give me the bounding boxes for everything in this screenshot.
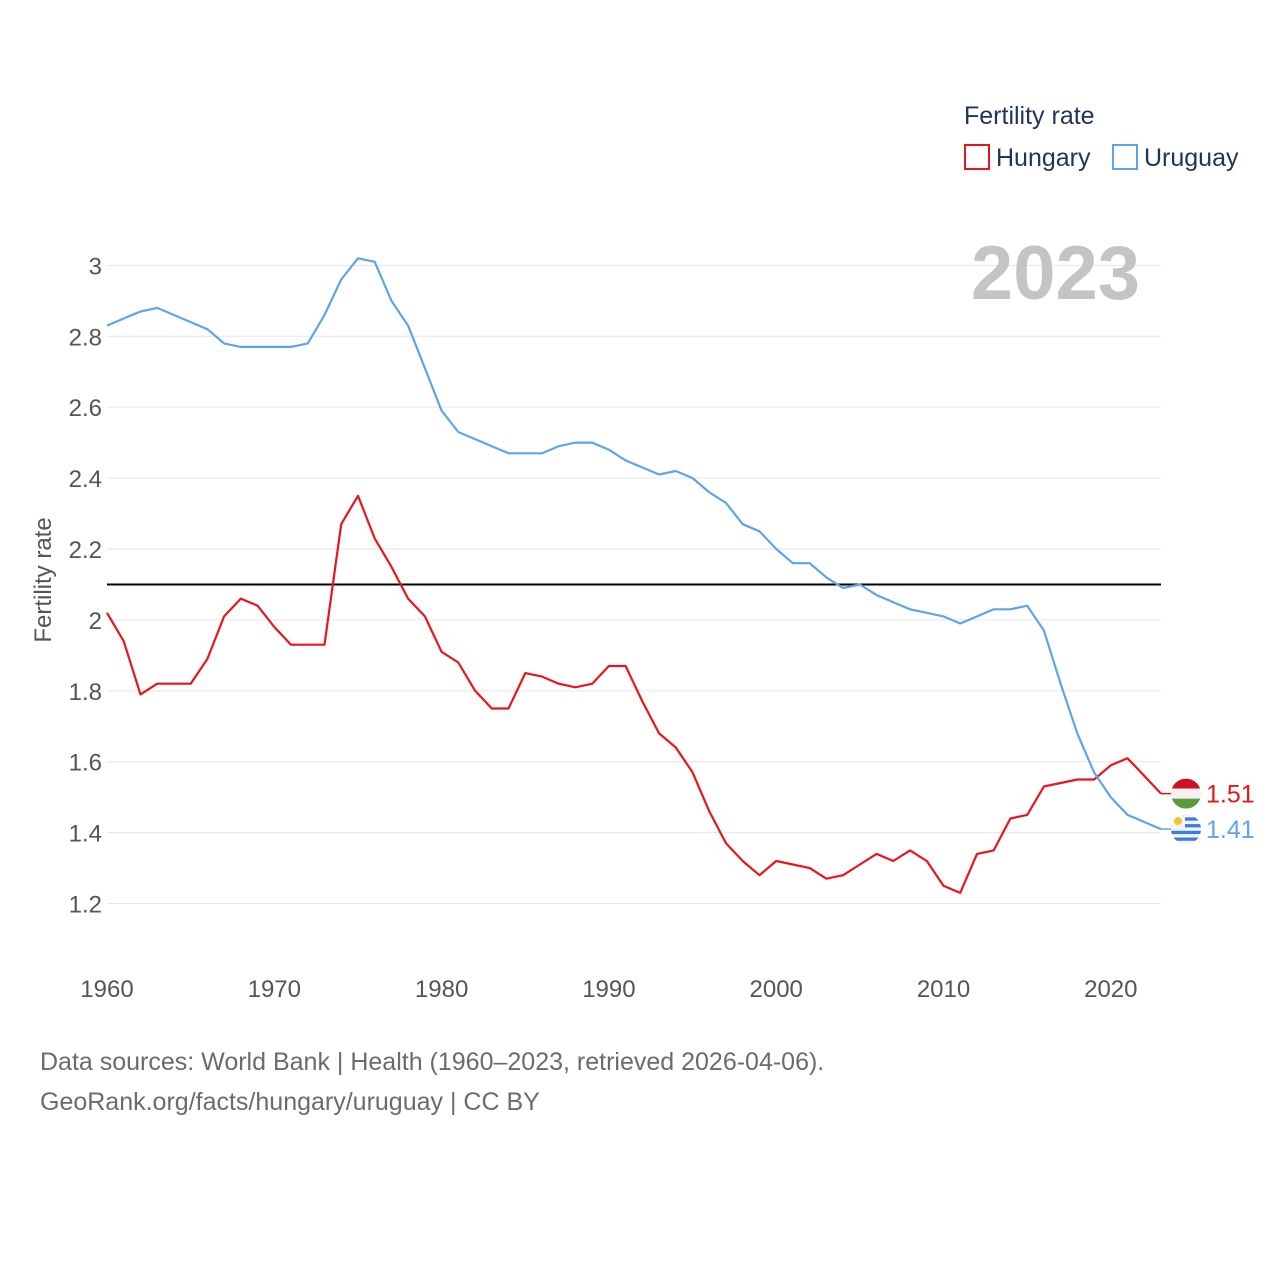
y-tick-label: 1.8 [69, 679, 102, 706]
data-source-text: Data sources: World Bank | Health (1960–… [40, 1048, 825, 1076]
hungary-end-value: 1.51 [1206, 781, 1255, 809]
uruguay-end-value: 1.41 [1206, 816, 1255, 844]
y-tick-label: 1.2 [69, 892, 102, 919]
y-tick-label: 1.4 [69, 821, 102, 848]
legend-label: Uruguay [1144, 144, 1239, 172]
x-tick-label: 1970 [248, 976, 301, 1003]
legend-item-hungary: Hungary [964, 144, 1091, 172]
hungary-flag [1171, 778, 1201, 809]
attribution-link[interactable]: GeoRank.org/facts/hungary/uruguay | CC B… [40, 1088, 540, 1116]
y-tick-label: 3 [89, 253, 102, 280]
y-tick-label: 2.2 [69, 537, 102, 564]
y-axis-label: Fertility rate [30, 517, 57, 642]
legend-swatch [964, 144, 990, 170]
x-tick-label: 2010 [917, 976, 970, 1003]
y-tick-label: 2.4 [69, 466, 102, 493]
x-tick-label: 2020 [1084, 976, 1137, 1003]
x-tick-label: 1980 [415, 976, 468, 1003]
uruguay-flag [1171, 814, 1201, 845]
y-tick-label: 2 [89, 608, 102, 635]
x-tick-label: 1960 [80, 976, 133, 1003]
legend-title: Fertility rate [964, 102, 1095, 130]
y-axis-ticks: 1.2 1.4 1.6 1.8 2 2.2 2.4 2.6 2.8 3 [69, 253, 102, 918]
footer: Data sources: World Bank | Health (1960–… [40, 1042, 824, 1122]
legend: Fertility rate Hungary Uruguay [964, 102, 1239, 172]
y-tick-label: 1.6 [69, 750, 102, 777]
uruguay-line [106, 257, 1162, 831]
fertility-chart: 1.21.41.61.822.22.42.62.83 1960 1970 1980 1… [30, 102, 1255, 1003]
series-lines [106, 257, 1162, 895]
x-tick-label: 1990 [582, 976, 635, 1003]
end-labels: 1.51 1.41 [1161, 778, 1255, 845]
legend-swatch [1112, 144, 1138, 170]
x-axis-ticks: 1960 1970 1980 1990 2000 2010 2020 [80, 976, 1137, 1003]
hungary-line [106, 494, 1162, 895]
x-tick-label: 2000 [750, 976, 803, 1003]
legend-label: Hungary [996, 144, 1091, 172]
legend-item-uruguay: Uruguay [1112, 144, 1239, 172]
gridlines [107, 264, 1161, 905]
y-tick-label: 2.8 [69, 324, 102, 351]
year-label: 2023 [971, 231, 1140, 316]
y-tick-label: 2.6 [69, 395, 102, 422]
